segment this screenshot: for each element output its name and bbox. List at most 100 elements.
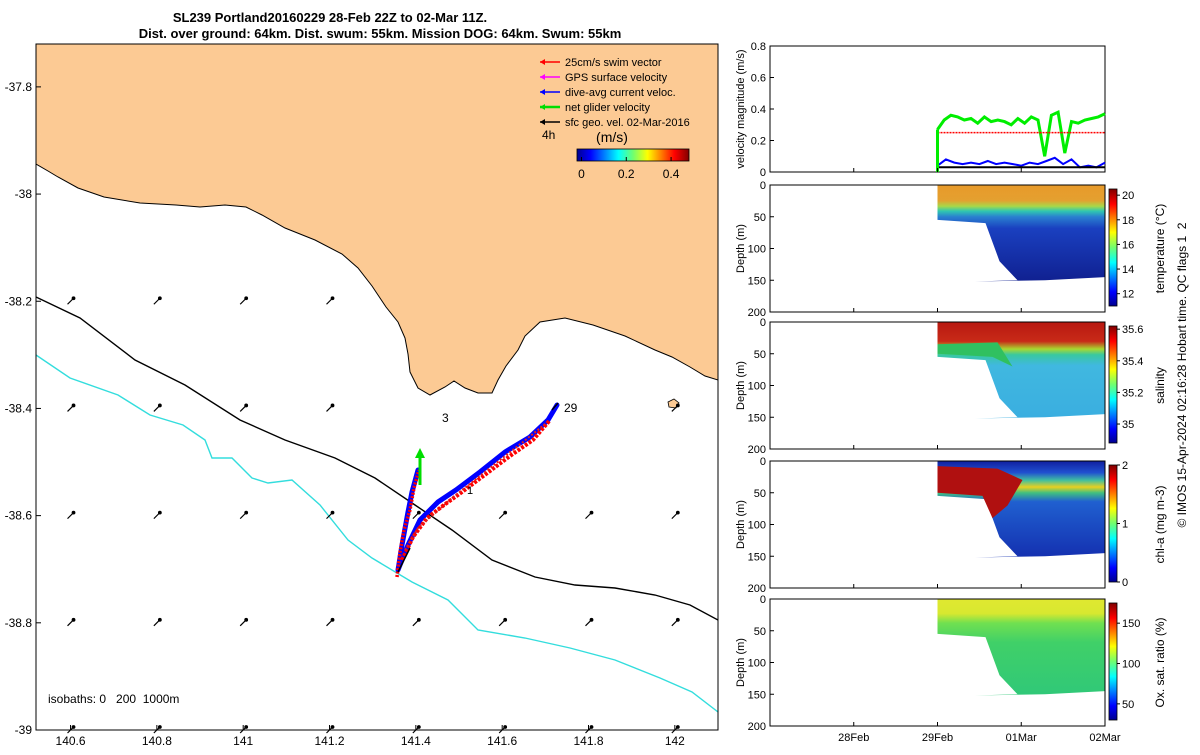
legend-arrowhead <box>540 74 545 80</box>
geo-arrow-head <box>330 403 335 408</box>
legend-label: net glider velocity <box>565 102 650 114</box>
sal-colorbar-label: salinity <box>1153 367 1167 404</box>
sal-y-tick-label: 0 <box>760 317 766 329</box>
sal-y-tick-label: 50 <box>754 349 766 361</box>
isobath-200m <box>36 296 718 621</box>
oxygen-panel: 0 50 100 150 200 Depth (m) 50 100 150 Ox. sat. ra… <box>735 594 1167 733</box>
chl-y-tick-label: 0 <box>760 456 766 468</box>
geo-arrow-head <box>244 296 249 301</box>
geo-arrow-head <box>71 296 76 301</box>
temp-colorbar-tick-label: 20 <box>1122 190 1134 202</box>
geo-arrow-head <box>71 403 76 408</box>
map-x-ticks: 140.6 140.8 141 141.2 141.4 141.6 141.8 142 <box>56 725 685 748</box>
sal-mid-patch <box>937 342 1013 367</box>
geo-arrow-head <box>330 725 335 729</box>
legend-arrowhead <box>540 59 545 65</box>
geo-arrow-head <box>503 725 508 729</box>
geo-arrow-head <box>589 510 594 515</box>
geo-arrow-head <box>244 725 249 729</box>
land-coast <box>36 44 718 396</box>
map-legend: 25cm/s swim vector GPS surface velocity di… <box>540 57 690 129</box>
map-y-tick-label: -38.6 <box>5 509 33 523</box>
velocity-y-tick-label: 0.6 <box>751 73 766 85</box>
chl-colorbar <box>1108 464 1118 583</box>
geo-arrow-head <box>244 403 249 408</box>
ox-colorbar-label: Ox. sat. ratio (%) <box>1153 617 1167 707</box>
temp-colorbar-tick-label: 14 <box>1122 264 1134 276</box>
map-x-tick-label: 142 <box>665 734 685 748</box>
chl-colorbar-label: chl-a (mg m-3) <box>1153 485 1167 563</box>
map-y-tick-label: -38.4 <box>5 401 33 415</box>
map-x-tick-label: 141.2 <box>315 734 345 748</box>
track-label-29: 29 <box>564 401 578 415</box>
chl-ylabel: Depth (m) <box>735 500 747 549</box>
time-tick-label: 28Feb <box>838 732 869 744</box>
salinity-panel: 0 50 100 150 200 Depth (m) 35 35.2 35.4 35.6 salin… <box>735 317 1167 456</box>
sal-colorbar <box>1108 325 1118 444</box>
geo-arrow-head <box>157 617 162 622</box>
sal-colorbar-tick-label: 35.6 <box>1122 324 1143 336</box>
velocity-series-line <box>936 156 1106 169</box>
glider-track <box>395 402 560 578</box>
geo-arrow-head <box>416 510 421 515</box>
chl-colorbar-tick-label: 1 <box>1122 519 1128 531</box>
ox-colorbar-tick-label: 150 <box>1122 618 1140 630</box>
temp-ylabel: Depth (m) <box>735 224 747 273</box>
temp-y-tick-label: 200 <box>748 307 766 319</box>
sal-ylabel: Depth (m) <box>735 361 747 410</box>
time-tick-label: 29Feb <box>922 732 953 744</box>
geo-arrow-head <box>675 617 680 622</box>
isobath-1000m <box>36 354 718 713</box>
track-label-1: 1 <box>467 485 473 497</box>
legend-label: GPS surface velocity <box>565 72 668 84</box>
track-end-black <box>397 402 559 573</box>
map-y-tick-label: -38 <box>15 187 33 201</box>
chl-colorbar-tick-label: 2 <box>1122 460 1128 472</box>
ox-y-tick-label: 100 <box>748 658 766 670</box>
chl-y-tick-label: 200 <box>748 583 766 595</box>
temp-colorbar <box>1108 188 1118 307</box>
temp-y-tick-label: 150 <box>748 275 766 287</box>
ox-colorbar-tick-label: 100 <box>1122 659 1140 671</box>
temperature-panel: 0 50 100 150 200 Depth (m) 12 14 16 18 20 temperatu… <box>735 180 1167 319</box>
geo-arrow-head <box>330 510 335 515</box>
track-red-3 <box>404 423 546 551</box>
map-y-ticks: -37.8 -38 -38.2 -38.4 -38.6 -38.8 -39 <box>5 80 41 737</box>
legend-arrowhead <box>540 89 545 95</box>
map-y-tick-label: -39 <box>15 723 33 737</box>
map-panel: 3 29 1 isobaths: 0 200 1000m 25cm/s swim… <box>5 43 719 748</box>
isobaths-label: isobaths: 0 200 1000m <box>48 692 179 706</box>
legend-label: 25cm/s swim vector <box>565 57 662 69</box>
map-x-tick-label: 141.4 <box>401 734 431 748</box>
geo-arrow-head <box>71 725 76 729</box>
track-red-2 <box>400 418 552 561</box>
ox-colorbar <box>1108 602 1118 721</box>
time-axis: 28Feb 29Feb 01Mar 02Mar <box>838 168 1121 744</box>
time-tick-label: 01Mar <box>1006 732 1038 744</box>
geo-arrow-head <box>589 725 594 729</box>
velocity-ylabel: velocity magnitude (m/s) <box>735 49 747 168</box>
velocity-y-tick-label: 0.2 <box>751 136 766 148</box>
temp-colorbar-tick-label: 18 <box>1122 215 1134 227</box>
chl-high-patch <box>937 466 1023 519</box>
track-label-3: 3 <box>442 411 449 425</box>
geo-arrow-head <box>157 296 162 301</box>
geo-arrow-head <box>157 510 162 515</box>
velocity-series-line <box>936 110 1106 157</box>
net-velocity-arrowhead <box>415 448 425 458</box>
geo-arrow-head <box>330 296 335 301</box>
geo-arrow-head <box>157 725 162 729</box>
velocity-y-tick-label: 0.8 <box>751 41 766 53</box>
geo-arrow-head <box>675 725 680 729</box>
figure-title-line1: SL239 Portland20160229 28-Feb 22Z to 02-… <box>173 10 487 25</box>
chl-y-tick-label: 150 <box>748 551 766 563</box>
ox-colorbar-tick-label: 50 <box>1122 699 1134 711</box>
map-colorbar-ticks: 0 0.2 0.4 <box>578 157 680 181</box>
map-x-tick-label: 140.8 <box>142 734 172 748</box>
velocity-y-tick-label: 0.4 <box>751 104 766 116</box>
map-colorbar-title: (m/s) <box>596 129 628 145</box>
chl-colorbar-tick-label: 0 <box>1122 577 1128 589</box>
ox-section-field <box>937 599 1105 696</box>
track-red <box>395 469 421 578</box>
